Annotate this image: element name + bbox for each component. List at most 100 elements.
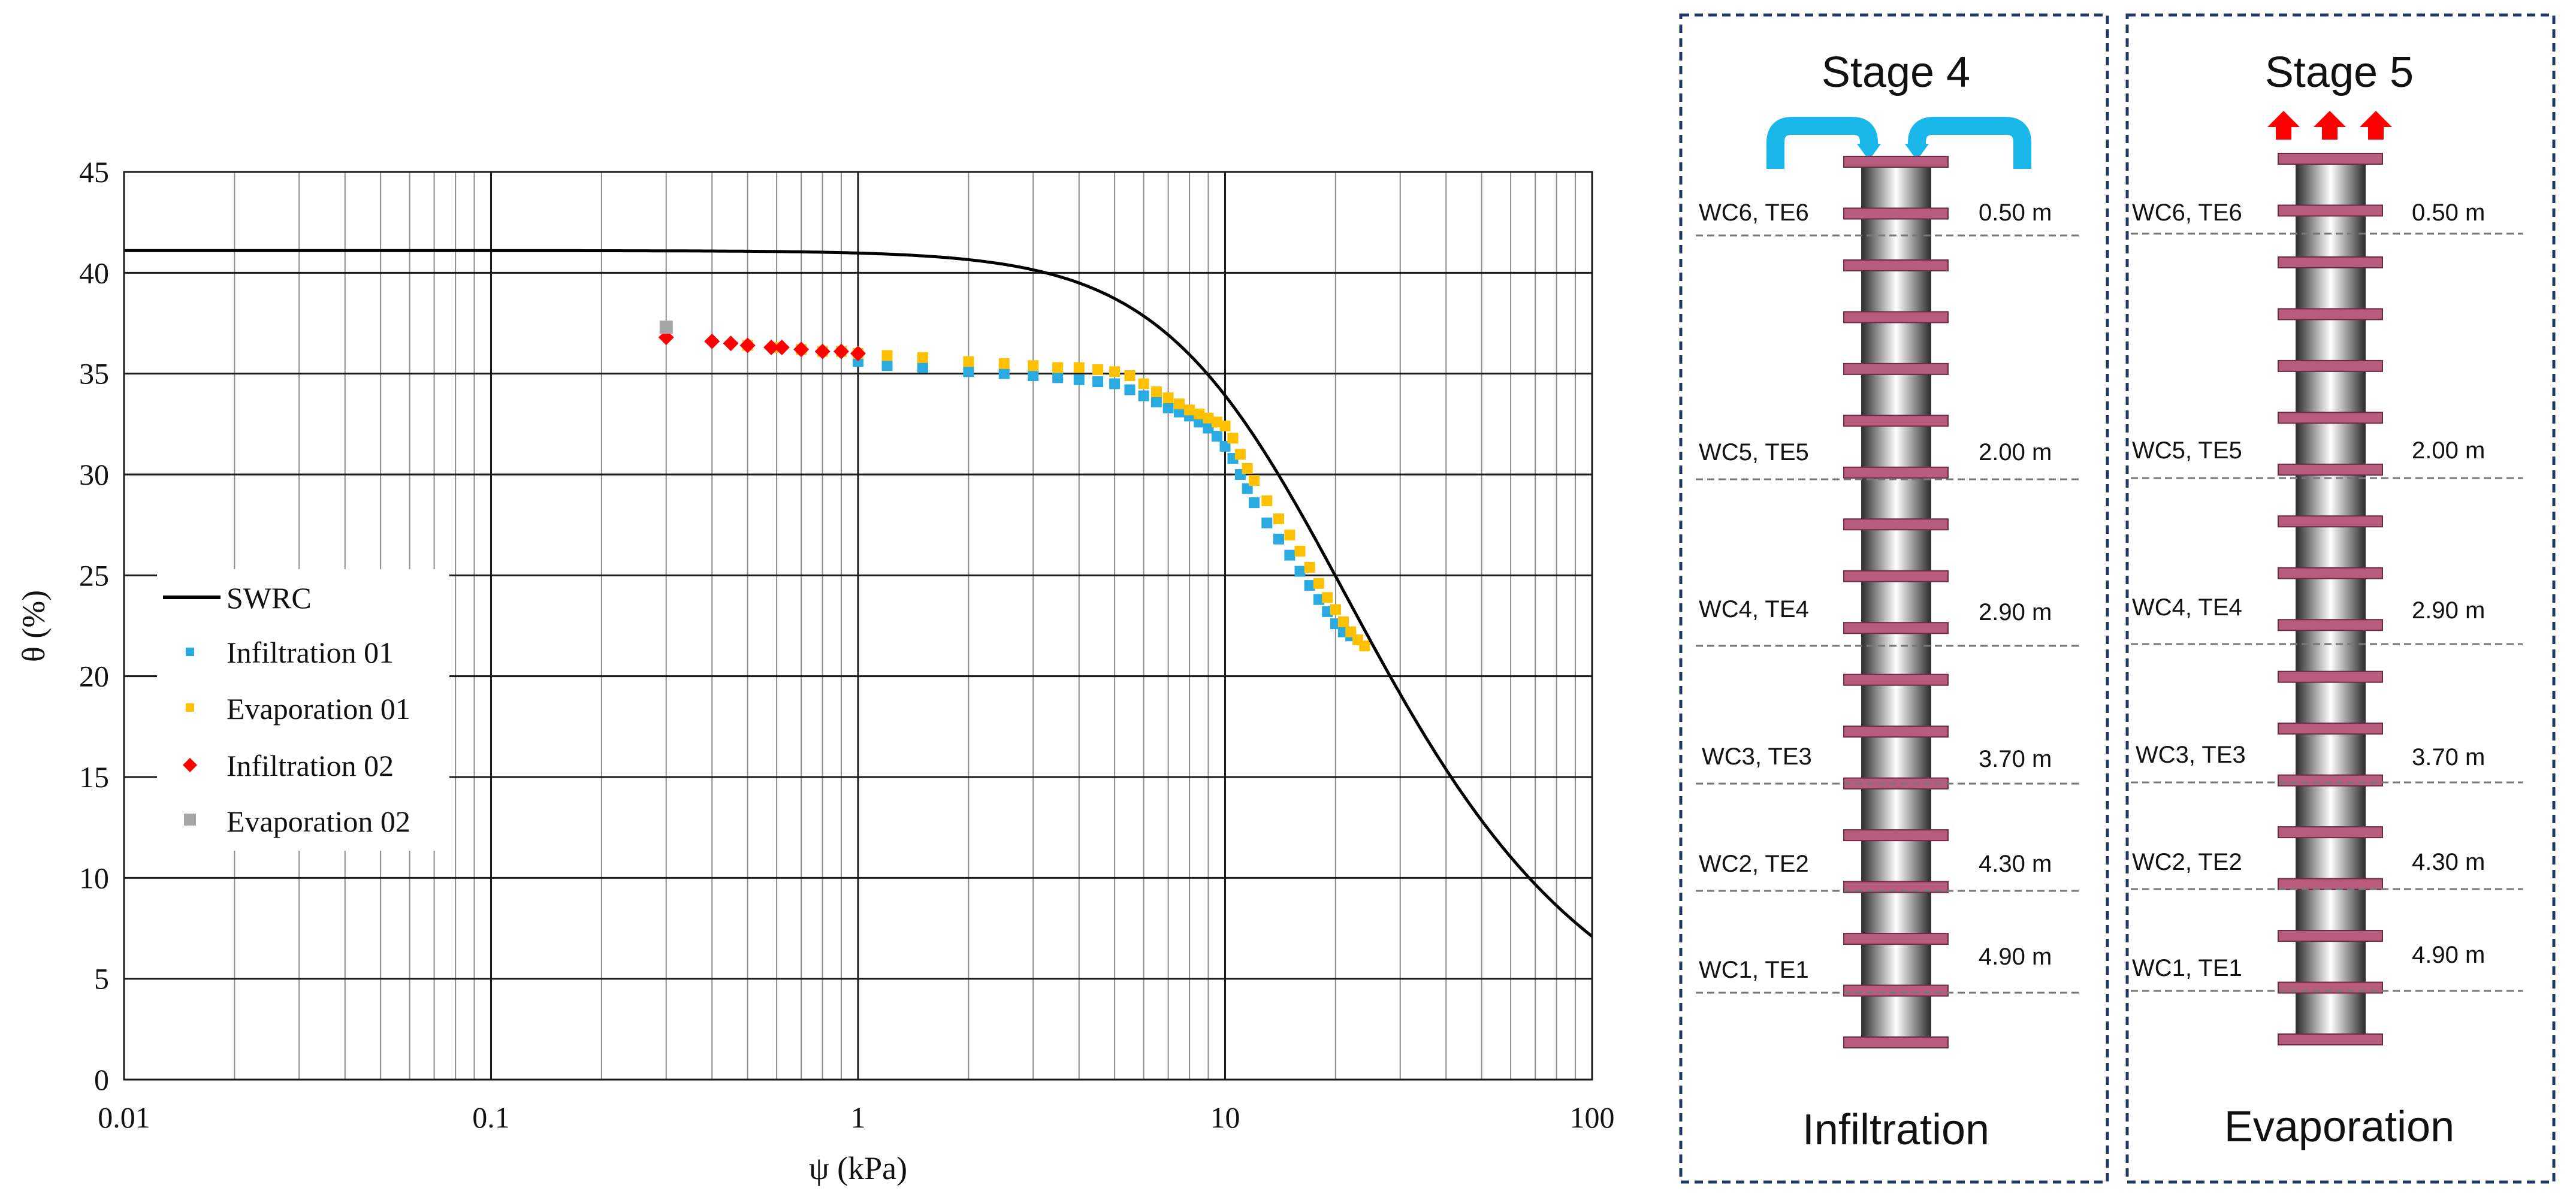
soil-column xyxy=(1843,156,1949,1048)
column-ring xyxy=(1843,415,1949,427)
infiltration-01-point xyxy=(1273,533,1285,545)
inflow-arrow-icon xyxy=(1766,117,1881,169)
evaporation-01-point xyxy=(1304,561,1315,573)
depth-label: 3.70 m xyxy=(2412,744,2485,770)
column-ring xyxy=(2278,774,2383,787)
infiltration-01-point xyxy=(1124,384,1136,395)
evaporation-01-point xyxy=(1162,392,1174,404)
evaporation-01-point xyxy=(1248,475,1260,486)
column-ring xyxy=(1843,622,1949,634)
column-ring xyxy=(1843,466,1949,479)
column-ring xyxy=(1843,984,1949,997)
x-tick-label: 1 xyxy=(851,1101,866,1134)
sensor-levels: WC6, TE6 0.50 m WC5, TE5 2.00 m WC4, TE4… xyxy=(1696,200,2080,994)
sensor-label: WC1, TE1 xyxy=(1699,957,1809,983)
infiltration-01-point xyxy=(1028,370,1039,382)
depth-label: 4.30 m xyxy=(1979,851,2052,877)
x-tick-labels: 0.01 0.1 1 10 100 xyxy=(98,1101,1614,1134)
depth-label: 2.00 m xyxy=(2412,437,2485,464)
depth-label: 0.50 m xyxy=(1979,200,2052,226)
evaporation-01-point xyxy=(1092,364,1104,375)
legend-infiltration-02-label: Infiltration 02 xyxy=(227,749,394,782)
infiltration-01-point xyxy=(917,362,928,373)
stage-5-border xyxy=(2125,13,2556,1184)
column-ring xyxy=(2278,256,2383,268)
column-ring xyxy=(2278,670,2383,683)
legend-evaporation-01-marker xyxy=(186,703,194,712)
minor-grid xyxy=(234,172,1576,1080)
column-ring xyxy=(2278,308,2383,321)
infiltration-02-point xyxy=(814,343,831,359)
evaporation-01-point xyxy=(1073,362,1085,373)
column-ring xyxy=(2278,463,2383,476)
column-ring xyxy=(1843,156,1949,168)
column-ring xyxy=(1843,518,1949,531)
evaporation-01-point xyxy=(1261,495,1273,506)
evaporation-01-point xyxy=(1330,604,1341,615)
sensor-label: WC2, TE2 xyxy=(2132,849,2242,875)
column-ring xyxy=(2278,723,2383,735)
column-ring xyxy=(2278,1033,2383,1045)
depth-label: 2.90 m xyxy=(1979,599,2052,625)
evaporation-01-point xyxy=(1028,360,1039,371)
evaporation-01-point xyxy=(1109,366,1121,377)
infiltration-02-point xyxy=(850,346,866,361)
y-tick-labels: 0 5 10 15 20 25 30 35 40 45 xyxy=(79,155,109,1096)
evaporation-01-point xyxy=(1359,640,1370,652)
outflow-arrow-icon xyxy=(2314,111,2346,140)
swrc-curve xyxy=(124,249,1593,938)
column-ring xyxy=(1843,673,1949,686)
infiltration-02-point xyxy=(704,333,720,349)
evaporation-01-point xyxy=(1194,409,1205,419)
evaporation-01-point xyxy=(917,352,928,363)
y-tick-label: 20 xyxy=(79,660,109,693)
column-ring xyxy=(1843,362,1949,375)
y-tick-label: 0 xyxy=(94,1063,109,1096)
infiltration-01-point xyxy=(1092,376,1104,388)
column-ring xyxy=(1843,1036,1949,1048)
depth-label: 2.90 m xyxy=(2412,597,2485,624)
data-series xyxy=(658,321,1370,652)
depth-label: 3.70 m xyxy=(1979,746,2052,772)
column-ring xyxy=(1843,829,1949,842)
outflow-arrow-icon xyxy=(2267,111,2300,140)
column-ring xyxy=(1843,933,1949,945)
infiltration-01-point xyxy=(1073,374,1085,385)
infiltration-01-point xyxy=(881,360,893,371)
y-axis-label: θ (%) xyxy=(16,590,52,662)
legend: SWRC Infiltration 01 Evaporation 01 Infi… xyxy=(157,569,449,851)
evaporation-01-point xyxy=(1273,513,1285,525)
sensor-label: WC4, TE4 xyxy=(2132,594,2242,621)
evaporation-01-point xyxy=(1234,449,1246,460)
inflow-arrow-icon xyxy=(1905,117,2031,169)
legend-evaporation-01-label: Evaporation 01 xyxy=(227,692,410,726)
evaporation-01-point xyxy=(998,358,1010,369)
evaporation-01-point xyxy=(1124,370,1136,382)
infiltration-01-point xyxy=(1313,594,1324,605)
depth-label: 4.30 m xyxy=(2412,849,2485,875)
infiltration-01-point xyxy=(1284,549,1295,561)
column-ring xyxy=(2278,826,2383,839)
infiltration-02-point xyxy=(793,341,810,358)
sensor-label: WC3, TE3 xyxy=(2136,742,2246,768)
stage-5-panel: Stage 5 WC6, TE6 0.50 m WC5, TE5 2.00 m … xyxy=(2125,13,2556,1184)
column-ring xyxy=(1843,881,1949,893)
x-tick-label: 0.1 xyxy=(472,1101,510,1134)
infiltration-02-point xyxy=(763,339,780,355)
infiltration-01-point xyxy=(963,366,974,377)
evaporation-01-point xyxy=(1337,616,1349,627)
y-tick-label: 35 xyxy=(79,357,109,391)
infiltration-01-point xyxy=(1248,497,1260,509)
infiltration-01-point xyxy=(1109,378,1121,389)
plot-frame xyxy=(123,171,1593,1081)
y-tick-label: 15 xyxy=(79,760,109,794)
stage-4-panel: Stage 4 WC6, TE6 0.50 m WC5, TE5 2.00 m … xyxy=(1679,13,2109,1184)
sensor-label: WC5, TE5 xyxy=(1699,439,1809,466)
evaporation-01-point xyxy=(1322,592,1333,603)
x-tick-label: 100 xyxy=(1570,1101,1615,1134)
evaporation-02-point xyxy=(659,321,673,334)
column-ring xyxy=(2278,619,2383,631)
column-ring xyxy=(2278,567,2383,579)
evaporation-01-point xyxy=(1294,545,1306,557)
x-tick-label: 0.01 xyxy=(98,1101,150,1134)
